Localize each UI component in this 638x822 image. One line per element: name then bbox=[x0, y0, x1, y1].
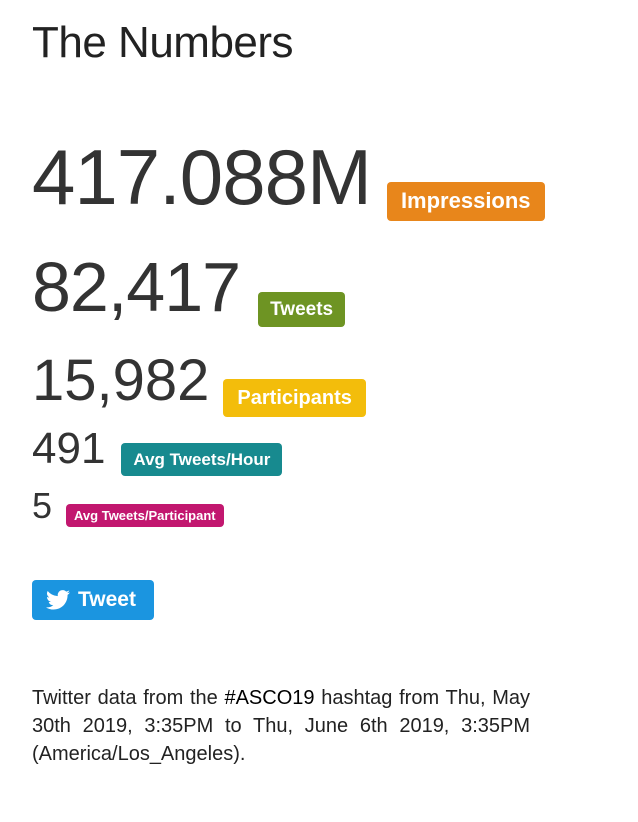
twitter-bird-icon bbox=[46, 590, 70, 610]
tweets-value: 82,417 bbox=[32, 248, 241, 326]
avg-tweets-hour-badge: Avg Tweets/Hour bbox=[121, 443, 283, 476]
tweet-button-label: Tweet bbox=[78, 588, 136, 611]
avg-tweets-participant-badge: Avg Tweets/Participant bbox=[66, 504, 224, 527]
tweets-badge: Tweets bbox=[258, 292, 346, 327]
description-suffix: hashtag from Thu, May 30th 2019, 3:35PM … bbox=[32, 687, 530, 765]
avg-tweets-hour-value: 491 bbox=[32, 424, 106, 473]
page-title: The Numbers bbox=[32, 18, 294, 67]
description-prefix: Twitter data from the bbox=[32, 687, 225, 709]
participants-value: 15,982 bbox=[32, 348, 210, 413]
data-description: Twitter data from the #ASCO19 hashtag fr… bbox=[32, 684, 530, 768]
impressions-value: 417.088M bbox=[32, 133, 372, 221]
stat-avg-tweets-participant: 5 Avg Tweets/Participant bbox=[32, 485, 224, 527]
impressions-badge: Impressions bbox=[386, 182, 545, 221]
stat-impressions: 417.088M Impressions bbox=[32, 133, 545, 221]
participants-badge: Participants bbox=[223, 379, 366, 417]
stat-tweets: 82,417 Tweets bbox=[32, 248, 346, 327]
tweet-button[interactable]: Tweet bbox=[32, 580, 154, 620]
stat-participants: 15,982 Participants bbox=[32, 348, 366, 417]
stat-avg-tweets-hour: 491 Avg Tweets/Hour bbox=[32, 424, 283, 476]
hashtag-link[interactable]: #ASCO19 bbox=[224, 687, 315, 709]
avg-tweets-participant-value: 5 bbox=[32, 485, 53, 526]
